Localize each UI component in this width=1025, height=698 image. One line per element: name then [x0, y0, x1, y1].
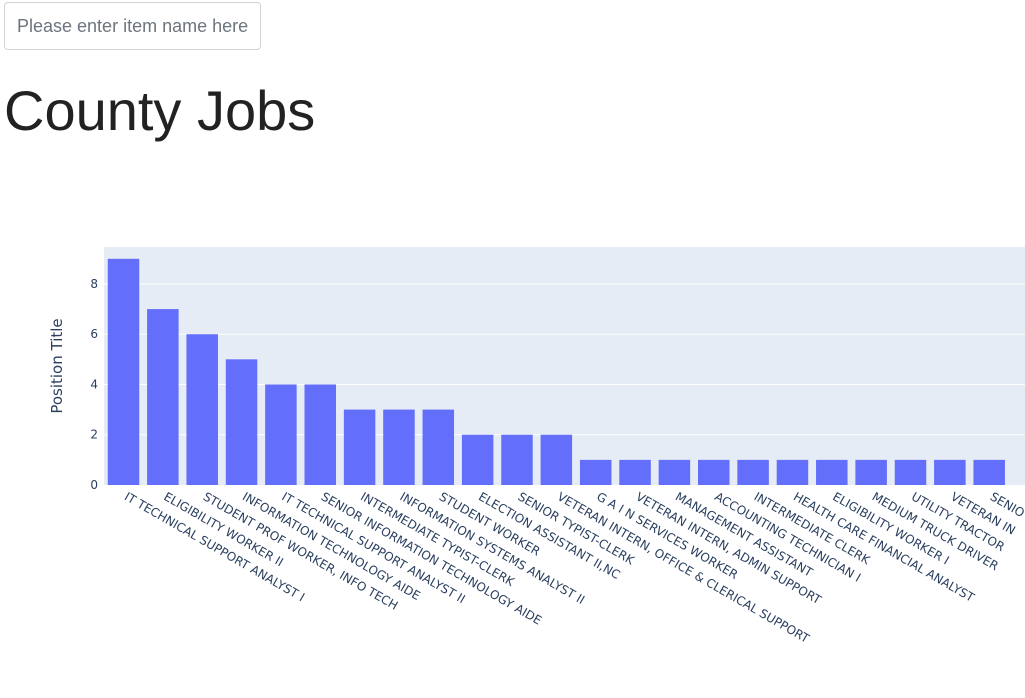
y-tick-label: 2	[90, 428, 98, 442]
bar[interactable]	[383, 409, 415, 485]
bar[interactable]	[107, 258, 140, 485]
bar[interactable]	[894, 459, 927, 485]
x-axis-ticks: IT TECHNICAL SUPPORT ANALYST IELIGIBILIT…	[122, 489, 1025, 646]
bar[interactable]	[461, 434, 494, 485]
bar[interactable]	[776, 459, 809, 485]
bar[interactable]	[186, 334, 218, 485]
y-tick-label: 4	[90, 377, 98, 391]
y-axis-ticks: 0 2 4 6 8	[90, 277, 98, 492]
bar[interactable]	[973, 459, 1005, 485]
bar[interactable]	[422, 409, 455, 485]
page-title: County Jobs	[4, 79, 316, 142]
bar[interactable]	[658, 459, 691, 485]
y-tick-label: 0	[90, 478, 98, 492]
bar[interactable]	[147, 309, 179, 485]
search-input[interactable]	[4, 2, 261, 50]
bar[interactable]	[304, 384, 337, 485]
bar[interactable]	[343, 409, 376, 485]
bar[interactable]	[579, 459, 612, 485]
bar[interactable]	[855, 459, 887, 485]
bars	[107, 258, 1005, 485]
bar[interactable]	[816, 459, 848, 485]
y-tick-label: 6	[90, 327, 98, 341]
bar[interactable]	[225, 359, 258, 485]
bar[interactable]	[698, 459, 730, 485]
bar[interactable]	[540, 434, 573, 485]
bar[interactable]	[265, 384, 297, 485]
bar[interactable]	[501, 434, 533, 485]
y-tick-label: 8	[90, 277, 98, 291]
bar[interactable]	[934, 459, 966, 485]
y-axis-title: Position Title	[48, 318, 66, 413]
bar[interactable]	[619, 459, 651, 485]
bar[interactable]	[737, 459, 769, 485]
